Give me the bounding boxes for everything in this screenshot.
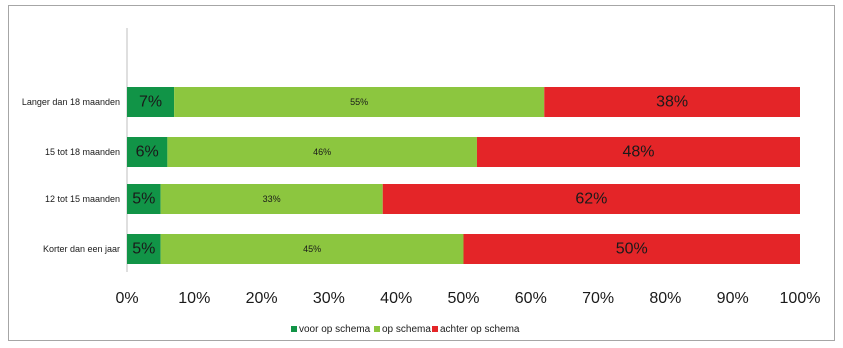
legend: voor op schema op schema achter op schema <box>291 324 520 335</box>
legend-item-label: voor op schema <box>299 324 371 335</box>
legend-swatch <box>432 326 438 332</box>
category-label: 12 tot 15 maanden <box>45 194 120 204</box>
x-tick-label: 70% <box>582 290 614 307</box>
data-label: 38% <box>656 94 688 111</box>
legend-item-label: achter op schema <box>440 324 520 335</box>
x-tick-labels: 0% 10% 20% 30% 40% 50% 60% 70% 80% 90% 100% <box>115 290 820 307</box>
x-tick-label: 40% <box>380 290 412 307</box>
bar-segment-op-schema <box>167 137 477 167</box>
bars-group: 7% 55% 38% 6% 46% 48% 5% 33% 62% 5% 45% 50% <box>127 87 800 264</box>
data-label: 46% <box>313 147 331 157</box>
data-label: 6% <box>136 144 159 161</box>
data-label: 50% <box>616 241 648 258</box>
x-tick-label: 100% <box>780 290 821 307</box>
data-label: 33% <box>263 194 281 204</box>
x-tick-label: 90% <box>717 290 749 307</box>
x-tick-label: 0% <box>115 290 138 307</box>
bar-segment-voor-op-schema <box>127 184 161 214</box>
legend-swatch <box>374 326 380 332</box>
data-label: 7% <box>139 94 162 111</box>
category-label: 15 tot 18 maanden <box>45 147 120 157</box>
bar-segment-achter-op-schema <box>476 137 800 167</box>
bar-segment-op-schema <box>160 184 383 214</box>
chart-frame <box>8 5 835 341</box>
data-label: 48% <box>622 144 654 161</box>
legend-swatch <box>291 326 297 332</box>
data-label: 5% <box>132 191 155 208</box>
bar-segment-achter-op-schema <box>463 234 800 264</box>
bar-segment-voor-op-schema <box>127 137 168 167</box>
x-tick-label: 50% <box>447 290 479 307</box>
bar-segment-voor-op-schema <box>127 234 161 264</box>
data-label: 5% <box>132 241 155 258</box>
bar-segment-achter-op-schema <box>544 87 800 117</box>
bar-segment-voor-op-schema <box>127 87 175 117</box>
bar-segment-achter-op-schema <box>382 184 800 214</box>
x-tick-label: 80% <box>649 290 681 307</box>
category-labels: Langer dan 18 maanden 15 tot 18 maanden 12… <box>22 97 120 254</box>
bar-segment-op-schema <box>174 87 545 117</box>
data-label: 62% <box>575 191 607 208</box>
category-label: Korter dan een jaar <box>43 244 120 254</box>
bar-segment-op-schema <box>160 234 464 264</box>
data-label: 45% <box>303 244 321 254</box>
x-tick-label: 10% <box>178 290 210 307</box>
x-tick-label: 20% <box>246 290 278 307</box>
category-label: Langer dan 18 maanden <box>22 97 120 107</box>
x-tick-label: 60% <box>515 290 547 307</box>
legend-item-label: op schema <box>382 324 431 335</box>
data-label: 55% <box>350 97 368 107</box>
x-tick-label: 30% <box>313 290 345 307</box>
